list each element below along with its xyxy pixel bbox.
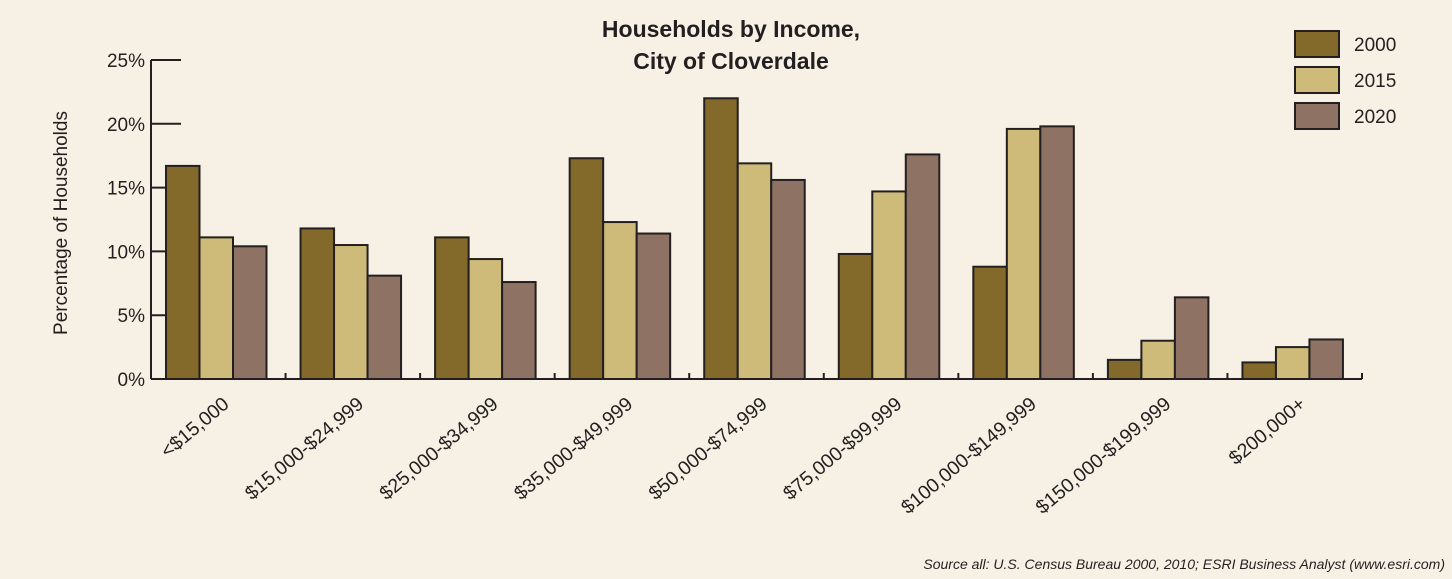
x-tick-label: $50,000-$74,999 — [645, 393, 772, 505]
bar-2015-8 — [1274, 346, 1311, 381]
y-axis-label: Percentage of Households — [51, 111, 72, 335]
bar-2000-1 — [299, 227, 336, 380]
bar-2015-7 — [1140, 339, 1176, 380]
x-tick-label: $75,000-$99,999 — [779, 393, 906, 505]
bar-2000-6 — [972, 265, 1008, 381]
bar-2020-4 — [770, 178, 806, 380]
bar-2000-2 — [434, 236, 470, 380]
legend-label-2000: 2000 — [1354, 35, 1396, 56]
bars-group — [165, 97, 1344, 381]
legend-swatch-2020 — [1294, 102, 1340, 130]
bar-2000-4 — [703, 97, 739, 380]
bar-2015-6 — [1005, 127, 1042, 380]
legend-swatch-2000 — [1294, 30, 1340, 58]
bar-2020-7 — [1173, 296, 1210, 380]
bar-2000-7 — [1106, 358, 1143, 380]
x-tick-label: $200,000+ — [1225, 393, 1310, 469]
x-tick-label: <$15,000 — [157, 393, 234, 463]
bar-2020-5 — [904, 153, 941, 380]
bar-2015-2 — [467, 258, 504, 380]
bar-2000-5 — [837, 252, 874, 380]
x-tick-label: $35,000-$49,999 — [510, 393, 637, 505]
chart-subtitle: City of Cloverdale — [633, 48, 829, 74]
y-tick-label: 20% — [107, 115, 145, 136]
chart-title: Households by Income, — [602, 16, 860, 42]
y-axis: 0% 5% 10% 15% 20% 25% — [107, 51, 181, 391]
bar-2015-3 — [602, 221, 638, 380]
bar-2020-3 — [635, 232, 672, 380]
x-tick-label: $15,000-$24,999 — [241, 393, 368, 505]
y-tick-label: 25% — [107, 51, 145, 72]
x-tick-label: $150,000-$199,999 — [1032, 393, 1176, 519]
bar-2015-0 — [198, 236, 234, 380]
bar-2020-6 — [1039, 125, 1075, 380]
legend-swatch-2015 — [1294, 66, 1340, 94]
bar-2020-1 — [366, 274, 403, 381]
legend: 2000 2015 2020 — [1294, 30, 1396, 130]
y-tick-label: 0% — [118, 370, 146, 391]
y-tick-label: 5% — [118, 306, 146, 327]
bar-2020-0 — [232, 245, 268, 380]
bar-2015-4 — [736, 162, 773, 380]
source-note: Source all: U.S. Census Bureau 2000, 201… — [923, 556, 1445, 572]
bar-2000-8 — [1241, 361, 1277, 380]
category-labels: <$15,000 $15,000-$24,999 $25,000-$34,999 $3… — [157, 393, 1310, 519]
x-tick-label: $25,000-$34,999 — [375, 393, 502, 505]
bar-2015-1 — [333, 244, 369, 380]
bar-2000-0 — [165, 164, 201, 380]
y-tick-label: 10% — [107, 242, 145, 263]
x-axis — [151, 373, 1363, 380]
bar-2015-5 — [871, 190, 907, 380]
x-tick-label: $100,000-$149,999 — [897, 393, 1041, 519]
bar-2000-3 — [568, 157, 605, 380]
bar-2020-2 — [501, 281, 537, 380]
bar-2020-8 — [1308, 338, 1344, 380]
legend-label-2015: 2015 — [1354, 71, 1396, 92]
y-tick-label: 15% — [107, 179, 145, 200]
legend-label-2020: 2020 — [1354, 107, 1396, 128]
